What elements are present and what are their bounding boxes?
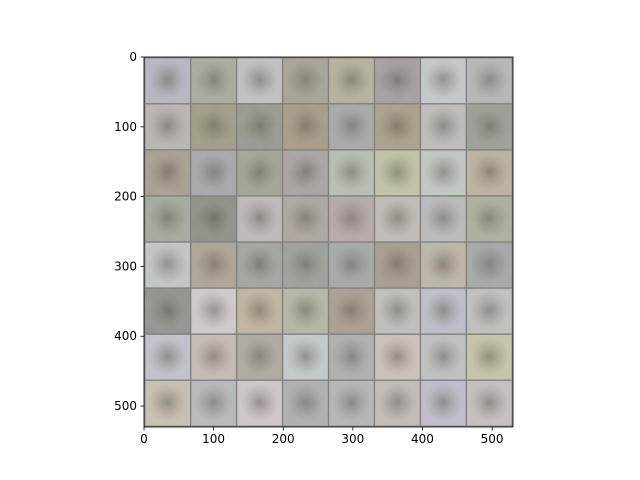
- x-tick-label: 500: [481, 432, 504, 446]
- y-tick-label: 400: [114, 329, 137, 343]
- x-axis: 0 100 200 300 400 500: [140, 427, 504, 446]
- grid-tile: [237, 196, 282, 242]
- y-tick-label: 300: [114, 259, 137, 273]
- x-tick-label: 200: [272, 432, 295, 446]
- grid-tile: [191, 242, 236, 288]
- grid-tile: [145, 380, 190, 426]
- grid-tile: [145, 104, 190, 150]
- grid-tile: [375, 288, 420, 334]
- axes-frame: [143, 56, 514, 428]
- x-tick-label: 400: [411, 432, 434, 446]
- grid-tile: [237, 334, 282, 380]
- grid-tile: [375, 380, 420, 426]
- grid-tile: [467, 58, 512, 104]
- grid-tile: [283, 288, 328, 334]
- grid-tile: [375, 334, 420, 380]
- grid-tile: [145, 58, 190, 104]
- grid-tile: [467, 196, 512, 242]
- grid-tile: [145, 288, 190, 334]
- grid-tile: [375, 150, 420, 196]
- grid-tile: [467, 104, 512, 150]
- grid-tile: [283, 104, 328, 150]
- grid-tile: [421, 288, 466, 334]
- grid-tile: [467, 150, 512, 196]
- grid-tile: [421, 334, 466, 380]
- grid-tile: [467, 288, 512, 334]
- grid-tile: [421, 104, 466, 150]
- grid-tile: [375, 104, 420, 150]
- grid-tile: [329, 150, 374, 196]
- grid-tile: [191, 104, 236, 150]
- grid-tile: [191, 334, 236, 380]
- grid-tile: [421, 150, 466, 196]
- grid-tile: [283, 334, 328, 380]
- grid-tile: [191, 380, 236, 426]
- grid-tile: [421, 58, 466, 104]
- grid-tile: [421, 242, 466, 288]
- x-tick-label: 300: [341, 432, 364, 446]
- grid-tile: [145, 150, 190, 196]
- grid-tile: [421, 380, 466, 426]
- grid-tile: [375, 58, 420, 104]
- grid-tile: [283, 58, 328, 104]
- grid-tile: [145, 242, 190, 288]
- grid-tile: [375, 242, 420, 288]
- grid-tile: [237, 242, 282, 288]
- y-tick-label: 200: [114, 190, 137, 204]
- grid-tile: [237, 58, 282, 104]
- grid-tile: [329, 196, 374, 242]
- grid-tile: [237, 104, 282, 150]
- grid-tile: [145, 196, 190, 242]
- grid-tile: [191, 58, 236, 104]
- grid-tile: [421, 196, 466, 242]
- grid-tile: [329, 58, 374, 104]
- grid-tile: [329, 288, 374, 334]
- grid-tile: [237, 380, 282, 426]
- grid-tile: [329, 242, 374, 288]
- x-tick-label: 100: [202, 432, 225, 446]
- y-tick-label: 0: [129, 50, 137, 64]
- plot-area: [143, 56, 514, 428]
- grid-tile: [329, 334, 374, 380]
- y-tick-label: 100: [114, 120, 137, 134]
- grid-tile: [191, 288, 236, 334]
- grid-tile: [191, 196, 236, 242]
- grid-tile: [375, 196, 420, 242]
- y-axis: 0 100 200 300 400 500: [114, 50, 144, 413]
- x-tick-label: 0: [140, 432, 148, 446]
- grid-tile: [467, 334, 512, 380]
- grid-tile: [329, 380, 374, 426]
- grid-tile: [283, 150, 328, 196]
- grid-tile: [283, 196, 328, 242]
- y-tick-label: 500: [114, 399, 137, 413]
- grid-tile: [467, 380, 512, 426]
- grid-tile: [237, 288, 282, 334]
- grid-tile: [237, 150, 282, 196]
- grid-tile: [329, 104, 374, 150]
- grid-tile: [283, 380, 328, 426]
- grid-tile: [145, 334, 190, 380]
- grid-tile: [467, 242, 512, 288]
- grid-tile: [191, 150, 236, 196]
- grid-tile: [283, 242, 328, 288]
